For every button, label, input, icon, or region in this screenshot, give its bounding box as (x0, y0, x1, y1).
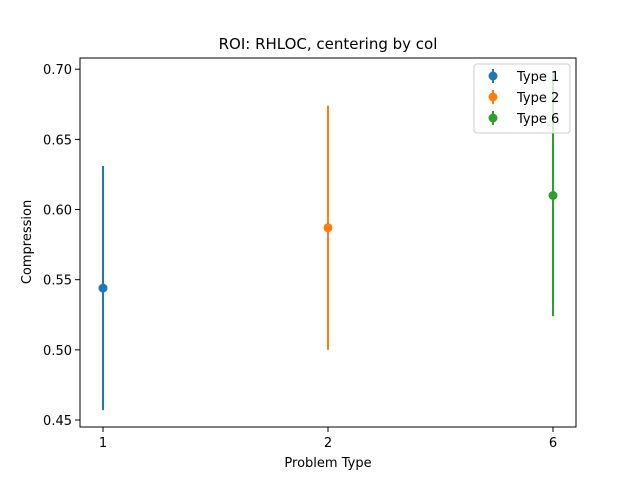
legend-entry: Type 2 (516, 91, 559, 106)
y-tick-label: 0.45 (43, 414, 72, 429)
legend: Type 1 Type 2 Type 6 (473, 63, 571, 134)
data-point (548, 190, 558, 200)
legend-marker (488, 71, 498, 81)
y-tick-label: 0.70 (43, 63, 72, 78)
plot-frame (79, 57, 577, 428)
legend-box (473, 63, 571, 134)
x-tick-label: 6 (549, 436, 557, 451)
y-tick-label: 0.50 (43, 344, 72, 359)
legend-entry: Type 6 (516, 112, 559, 127)
x-tick-label: 2 (324, 436, 332, 451)
x-axis-label: Problem Type (284, 456, 371, 471)
legend-entry: Type 1 (516, 70, 559, 85)
y-tick-label: 0.65 (43, 133, 72, 148)
legend-marker (488, 113, 498, 123)
y-tick-label: 0.60 (43, 204, 72, 219)
y-axis-label: Compression (20, 200, 35, 284)
y-tick-label: 0.55 (43, 274, 72, 289)
y-axis: 0.45 0.50 0.55 0.60 0.65 0.70 (43, 63, 80, 429)
x-axis: 1 2 6 (99, 427, 557, 451)
chart-title: ROI: RHLOC, centering by col (219, 35, 438, 53)
legend-marker (488, 92, 498, 102)
data-point (98, 283, 108, 293)
x-tick-label: 1 (99, 436, 107, 451)
data-point (323, 223, 333, 233)
